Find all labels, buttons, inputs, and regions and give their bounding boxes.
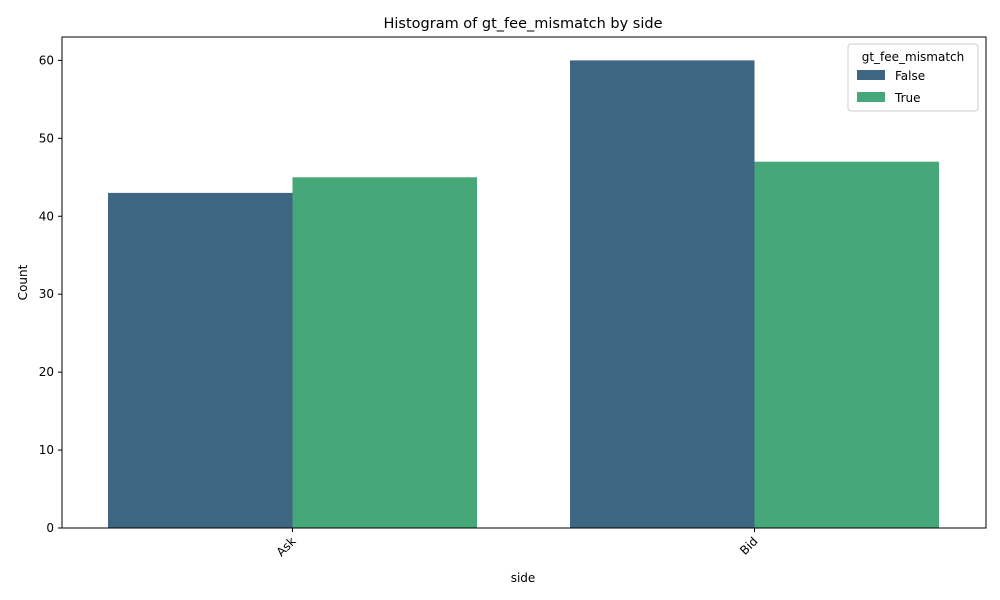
legend-label-false: False [895,69,925,83]
y-axis-label: Count [16,264,30,300]
x-tick-label-ask: Ask [274,534,299,559]
bar-bid-false [570,60,755,528]
bars [108,60,939,529]
legend-swatch-true [857,92,885,102]
x-tick-label-bid: Bid [737,534,760,557]
y-tick-label: 30 [39,287,54,301]
y-tick-label: 40 [39,209,54,223]
y-tick-label: 60 [39,53,54,67]
x-axis-label: side [511,571,536,585]
legend-title: gt_fee_mismatch [862,50,965,64]
bar-bid-true [754,161,939,528]
y-tick-label: 0 [46,521,54,535]
bar-ask-true [292,177,477,529]
y-tick-label: 20 [39,365,54,379]
y-tick-label: 50 [39,131,54,145]
chart-title: Histogram of gt_fee_mismatch by side [383,16,662,32]
plot-frame [61,36,987,529]
legend-label-true: True [894,91,921,105]
legend: gt_fee_mismatch False True [847,43,979,112]
legend-swatch-false [857,70,885,80]
y-axis: 0 10 20 30 40 50 60 [39,53,62,535]
bar-ask-false [108,192,293,528]
y-tick-label: 10 [39,443,54,457]
x-axis: Ask Bid [274,528,761,559]
